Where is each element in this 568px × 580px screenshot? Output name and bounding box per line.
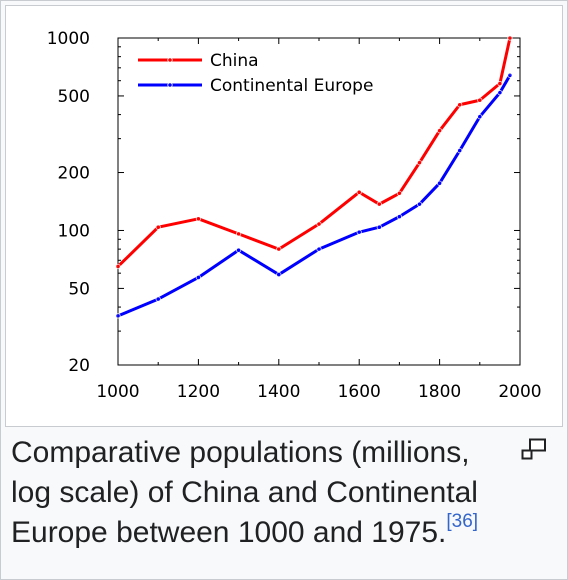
legend-label: Continental Europe bbox=[210, 76, 373, 96]
y-tick-labels: 20 50 100 200 500 1000 bbox=[47, 29, 90, 376]
data-point bbox=[457, 147, 463, 154]
x-tick-labels: 1000 1200 1400 1600 1800 2000 bbox=[96, 382, 541, 402]
data-point bbox=[416, 201, 423, 207]
data-point bbox=[396, 190, 402, 196]
chart-image[interactable]: 1000 1200 1400 1600 1800 2000 20 50 100 200 500 10… bbox=[5, 5, 563, 427]
data-point bbox=[356, 189, 362, 195]
x-tick-label: 1200 bbox=[177, 382, 220, 402]
data-point bbox=[497, 90, 503, 96]
y-tick-label: 500 bbox=[58, 87, 90, 107]
series-line-europe bbox=[117, 74, 512, 318]
data-point bbox=[416, 160, 423, 166]
data-point bbox=[376, 201, 382, 207]
y-tick-label: 20 bbox=[68, 356, 90, 376]
data-point bbox=[115, 263, 121, 270]
reference-superscript: [36] bbox=[446, 511, 478, 532]
x-tick-label: 1600 bbox=[338, 382, 381, 402]
legend: China Continental Europe bbox=[138, 51, 373, 96]
x-tick-label: 1800 bbox=[418, 382, 461, 402]
data-point bbox=[507, 35, 513, 41]
legend-marker bbox=[167, 82, 173, 88]
data-point bbox=[436, 128, 443, 134]
series-line-china bbox=[116, 37, 512, 268]
data-point bbox=[507, 72, 513, 78]
data-point bbox=[236, 247, 242, 253]
x-tick-label: 1400 bbox=[257, 382, 300, 402]
series-lines bbox=[115, 35, 513, 319]
data-point bbox=[276, 246, 282, 252]
x-tick-label: 2000 bbox=[498, 382, 541, 402]
data-point bbox=[236, 231, 242, 237]
y-tick-label: 200 bbox=[58, 164, 90, 184]
data-point bbox=[396, 214, 402, 220]
data-point bbox=[316, 246, 322, 252]
data-point bbox=[376, 224, 382, 230]
data-point bbox=[276, 271, 282, 278]
data-point bbox=[115, 313, 121, 319]
population-chart: 1000 1200 1400 1600 1800 2000 20 50 100 200 500 10… bbox=[47, 29, 542, 402]
x-tick-label: 1000 bbox=[96, 382, 139, 402]
data-point bbox=[356, 229, 362, 235]
legend-marker bbox=[167, 57, 173, 63]
magnify-clip-icon[interactable] bbox=[521, 438, 547, 460]
data-point bbox=[195, 216, 201, 222]
legend-label: China bbox=[210, 51, 259, 71]
figure-caption: Comparative populations (millions, log s… bbox=[11, 433, 511, 553]
data-point bbox=[457, 102, 463, 108]
data-point bbox=[497, 80, 503, 87]
data-point bbox=[195, 274, 201, 281]
data-point bbox=[436, 180, 443, 186]
y-tick-label: 100 bbox=[58, 221, 90, 241]
y-tick-label: 50 bbox=[68, 279, 90, 299]
reference-link[interactable]: [36] bbox=[446, 511, 479, 532]
data-point bbox=[155, 296, 161, 302]
data-point bbox=[477, 97, 483, 103]
caption-text: Comparative populations (millions, log s… bbox=[11, 436, 478, 549]
data-point bbox=[316, 221, 322, 227]
data-point bbox=[477, 114, 483, 120]
y-tick-label: 1000 bbox=[47, 29, 90, 49]
data-point bbox=[155, 224, 161, 230]
axis-ticks bbox=[117, 37, 521, 366]
